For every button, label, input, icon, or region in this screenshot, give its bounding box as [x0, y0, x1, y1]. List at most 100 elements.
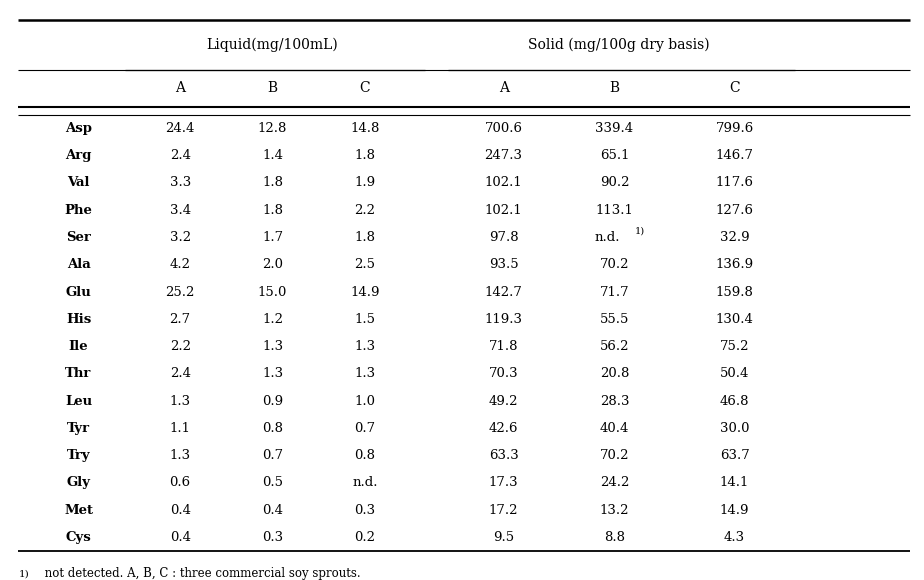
Text: Val: Val	[67, 176, 90, 190]
Text: A: A	[176, 81, 185, 96]
Text: 42.6: 42.6	[489, 422, 518, 435]
Text: 63.7: 63.7	[720, 449, 749, 462]
Text: Ala: Ala	[67, 258, 91, 271]
Text: 1.4: 1.4	[262, 149, 283, 162]
Text: A: A	[499, 81, 508, 96]
Text: C: C	[359, 81, 371, 96]
Text: n.d.: n.d.	[594, 231, 620, 244]
Text: B: B	[268, 81, 277, 96]
Text: 1.5: 1.5	[355, 313, 375, 326]
Text: Ser: Ser	[67, 231, 91, 244]
Text: 14.9: 14.9	[350, 285, 380, 299]
Text: 0.7: 0.7	[262, 449, 283, 462]
Text: Thr: Thr	[66, 367, 91, 380]
Text: 339.4: 339.4	[595, 122, 634, 135]
Text: 700.6: 700.6	[484, 122, 523, 135]
Text: 0.2: 0.2	[355, 531, 375, 544]
Text: Gly: Gly	[67, 476, 91, 490]
Text: 70.2: 70.2	[600, 258, 629, 271]
Text: 119.3: 119.3	[484, 313, 523, 326]
Text: 102.1: 102.1	[485, 204, 522, 217]
Text: 2.7: 2.7	[170, 313, 190, 326]
Text: 70.2: 70.2	[600, 449, 629, 462]
Text: 28.3: 28.3	[600, 394, 629, 408]
Text: 90.2: 90.2	[600, 176, 629, 190]
Text: 8.8: 8.8	[604, 531, 625, 544]
Text: 20.8: 20.8	[600, 367, 629, 380]
Text: 146.7: 146.7	[715, 149, 754, 162]
Text: 14.9: 14.9	[720, 503, 749, 517]
Text: 102.1: 102.1	[485, 176, 522, 190]
Text: Ile: Ile	[68, 340, 89, 353]
Text: C: C	[729, 81, 740, 96]
Text: 1.8: 1.8	[355, 231, 375, 244]
Text: B: B	[610, 81, 619, 96]
Text: Asp: Asp	[65, 122, 92, 135]
Text: Met: Met	[64, 503, 93, 517]
Text: 159.8: 159.8	[716, 285, 753, 299]
Text: 71.8: 71.8	[489, 340, 518, 353]
Text: 3.2: 3.2	[170, 231, 190, 244]
Text: 14.8: 14.8	[350, 122, 380, 135]
Text: 97.8: 97.8	[489, 231, 518, 244]
Text: 14.1: 14.1	[720, 476, 749, 490]
Text: 32.9: 32.9	[720, 231, 749, 244]
Text: Leu: Leu	[65, 394, 92, 408]
Text: 127.6: 127.6	[715, 204, 754, 217]
Text: n.d.: n.d.	[352, 476, 378, 490]
Text: His: His	[66, 313, 91, 326]
Text: 2.5: 2.5	[355, 258, 375, 271]
Text: 13.2: 13.2	[600, 503, 629, 517]
Text: 15.0: 15.0	[258, 285, 287, 299]
Text: 1.3: 1.3	[262, 367, 283, 380]
Text: 117.6: 117.6	[715, 176, 754, 190]
Text: Glu: Glu	[66, 285, 91, 299]
Text: Phe: Phe	[65, 204, 92, 217]
Text: 1.3: 1.3	[262, 340, 283, 353]
Text: 142.7: 142.7	[485, 285, 522, 299]
Text: 1.1: 1.1	[170, 422, 190, 435]
Text: 1.3: 1.3	[170, 394, 190, 408]
Text: Solid (mg/100g dry basis): Solid (mg/100g dry basis)	[529, 38, 710, 52]
Text: Cys: Cys	[66, 531, 91, 544]
Text: 2.4: 2.4	[170, 149, 190, 162]
Text: 9.5: 9.5	[493, 531, 514, 544]
Text: 4.3: 4.3	[724, 531, 745, 544]
Text: 56.2: 56.2	[600, 340, 629, 353]
Text: 30.0: 30.0	[720, 422, 749, 435]
Text: 2.4: 2.4	[170, 367, 190, 380]
Text: 24.2: 24.2	[600, 476, 629, 490]
Text: 2.0: 2.0	[262, 258, 283, 271]
Text: 17.3: 17.3	[489, 476, 518, 490]
Text: 75.2: 75.2	[720, 340, 749, 353]
Text: 799.6: 799.6	[715, 122, 754, 135]
Text: 2.2: 2.2	[355, 204, 375, 217]
Text: 3.4: 3.4	[170, 204, 190, 217]
Text: 12.8: 12.8	[258, 122, 287, 135]
Text: 0.4: 0.4	[170, 503, 190, 517]
Text: Tyr: Tyr	[67, 422, 91, 435]
Text: 24.4: 24.4	[165, 122, 195, 135]
Text: 1.3: 1.3	[355, 367, 375, 380]
Text: 0.5: 0.5	[262, 476, 283, 490]
Text: 1): 1)	[635, 227, 645, 236]
Text: 55.5: 55.5	[600, 313, 629, 326]
Text: 0.4: 0.4	[170, 531, 190, 544]
Text: 1.9: 1.9	[355, 176, 375, 190]
Text: 1.3: 1.3	[355, 340, 375, 353]
Text: 65.1: 65.1	[600, 149, 629, 162]
Text: 1.3: 1.3	[170, 449, 190, 462]
Text: 2.2: 2.2	[170, 340, 190, 353]
Text: 0.7: 0.7	[355, 422, 375, 435]
Text: 0.3: 0.3	[262, 531, 283, 544]
Text: Try: Try	[67, 449, 91, 462]
Text: 63.3: 63.3	[489, 449, 518, 462]
Text: 3.3: 3.3	[170, 176, 190, 190]
Text: 1): 1)	[18, 570, 30, 579]
Text: 0.8: 0.8	[262, 422, 283, 435]
Text: 1.8: 1.8	[262, 176, 283, 190]
Text: 247.3: 247.3	[484, 149, 523, 162]
Text: 40.4: 40.4	[600, 422, 629, 435]
Text: 17.2: 17.2	[489, 503, 518, 517]
Text: 70.3: 70.3	[489, 367, 518, 380]
